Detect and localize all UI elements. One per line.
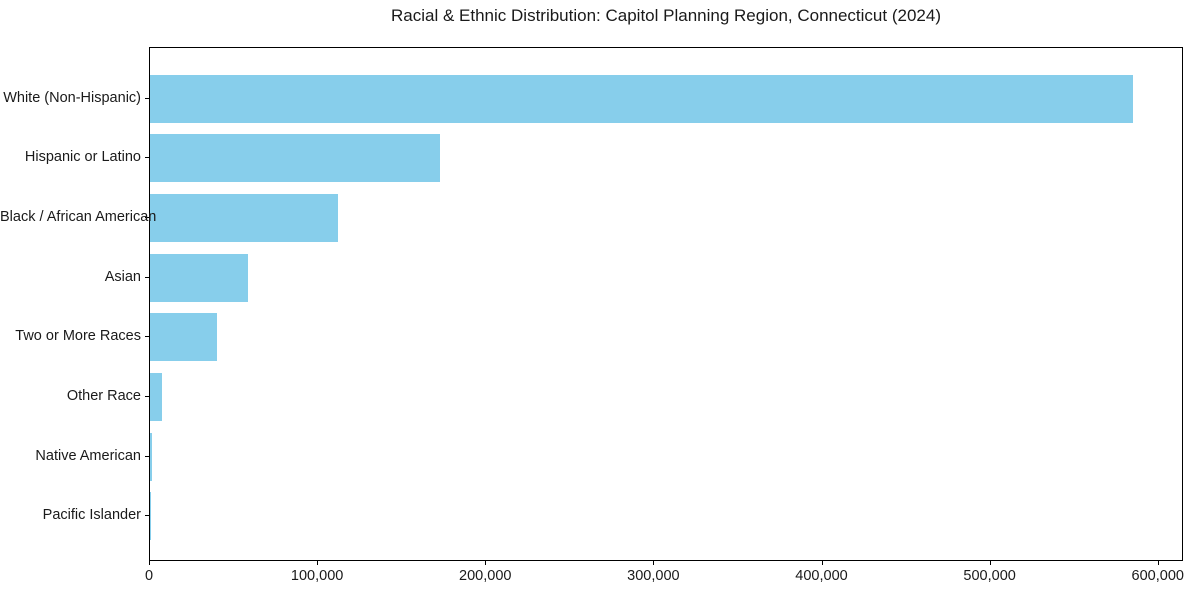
y-tick-label: Asian (104, 268, 141, 285)
y-tick-label: Two or More Races (15, 328, 141, 345)
bar-white-non-hispanic (150, 74, 1134, 123)
bar-other-race (150, 372, 162, 421)
bar-asian (150, 253, 248, 302)
y-tick-mark (145, 515, 149, 517)
y-tick-mark (145, 97, 149, 99)
x-tick-label: 600,000 (1131, 568, 1184, 584)
y-tick-mark (145, 336, 149, 338)
x-tick-label: 400,000 (795, 568, 848, 584)
x-tick-mark (485, 561, 487, 565)
bar-black-african-american (150, 193, 338, 242)
y-tick-mark (145, 216, 149, 218)
x-tick-mark (989, 561, 991, 565)
chart-title: Racial & Ethnic Distribution: Capitol Pl… (391, 6, 941, 25)
y-tick-label: Black / African American (0, 208, 157, 225)
bar-two-or-more-races (150, 313, 217, 362)
x-tick-mark (317, 561, 319, 565)
y-tick-mark (145, 395, 149, 397)
plot-area (149, 47, 1183, 561)
x-tick-label: 200,000 (459, 568, 512, 584)
y-tick-label: Native American (35, 447, 141, 464)
x-tick-label: 100,000 (290, 568, 344, 584)
x-tick-mark (1157, 561, 1159, 565)
y-tick-label: Other Race (66, 387, 141, 404)
x-tick-label: 0 (144, 568, 154, 584)
bar-hispanic-or-latino (150, 134, 440, 183)
x-tick-mark (821, 561, 823, 565)
y-tick-label: Hispanic or Latino (24, 149, 141, 166)
y-tick-mark (145, 276, 149, 278)
x-tick-mark (149, 561, 150, 565)
y-tick-label: White (Non-Hispanic) (3, 89, 141, 106)
x-tick-label: 300,000 (627, 568, 680, 584)
y-tick-label: Pacific Islander (42, 507, 141, 524)
x-tick-label: 500,000 (963, 568, 1016, 584)
bar-native-american (150, 432, 152, 481)
y-tick-mark (145, 455, 149, 457)
x-tick-mark (653, 561, 655, 565)
y-tick-mark (145, 157, 149, 159)
